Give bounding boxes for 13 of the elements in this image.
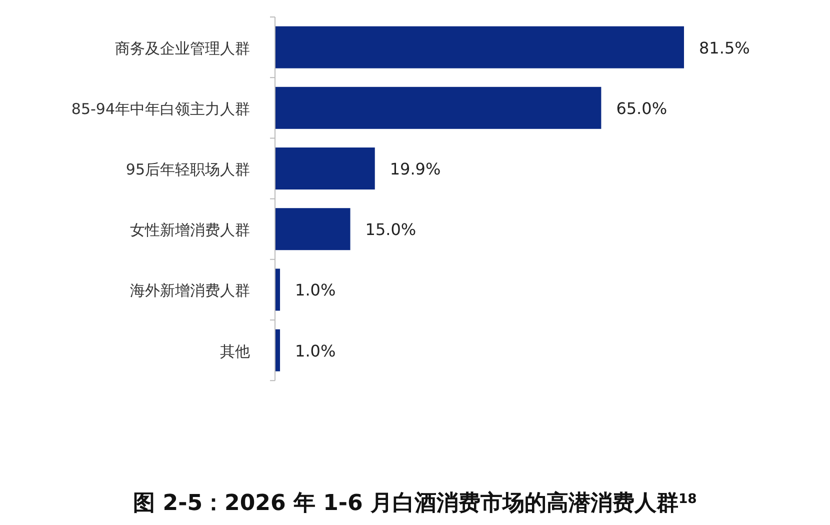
data-label: 81.5% xyxy=(699,38,750,58)
y-tick-label: 商务及企业管理人群 xyxy=(115,39,250,58)
y-tick-label: 海外新增消费人群 xyxy=(130,282,250,300)
data-label: 19.9% xyxy=(390,160,441,178)
text: 图 2-5：2026 年 1-6 月白酒消费市场的高潜消费人群$^{18}$ xyxy=(133,490,697,516)
data-label: 1.0% xyxy=(295,280,336,300)
y-tick-label: 85-94年中年白领主力人群 xyxy=(71,100,250,118)
y-tick-label: 女性新增消费人群 xyxy=(130,221,250,240)
y-tick-label: 95后年轻职场人群 xyxy=(126,160,250,178)
data-label: 15.0% xyxy=(365,220,416,240)
data-label: 1.0% xyxy=(295,341,336,360)
data-label: 65.0% xyxy=(616,98,668,118)
y-tick-label: 其他 xyxy=(220,342,250,360)
